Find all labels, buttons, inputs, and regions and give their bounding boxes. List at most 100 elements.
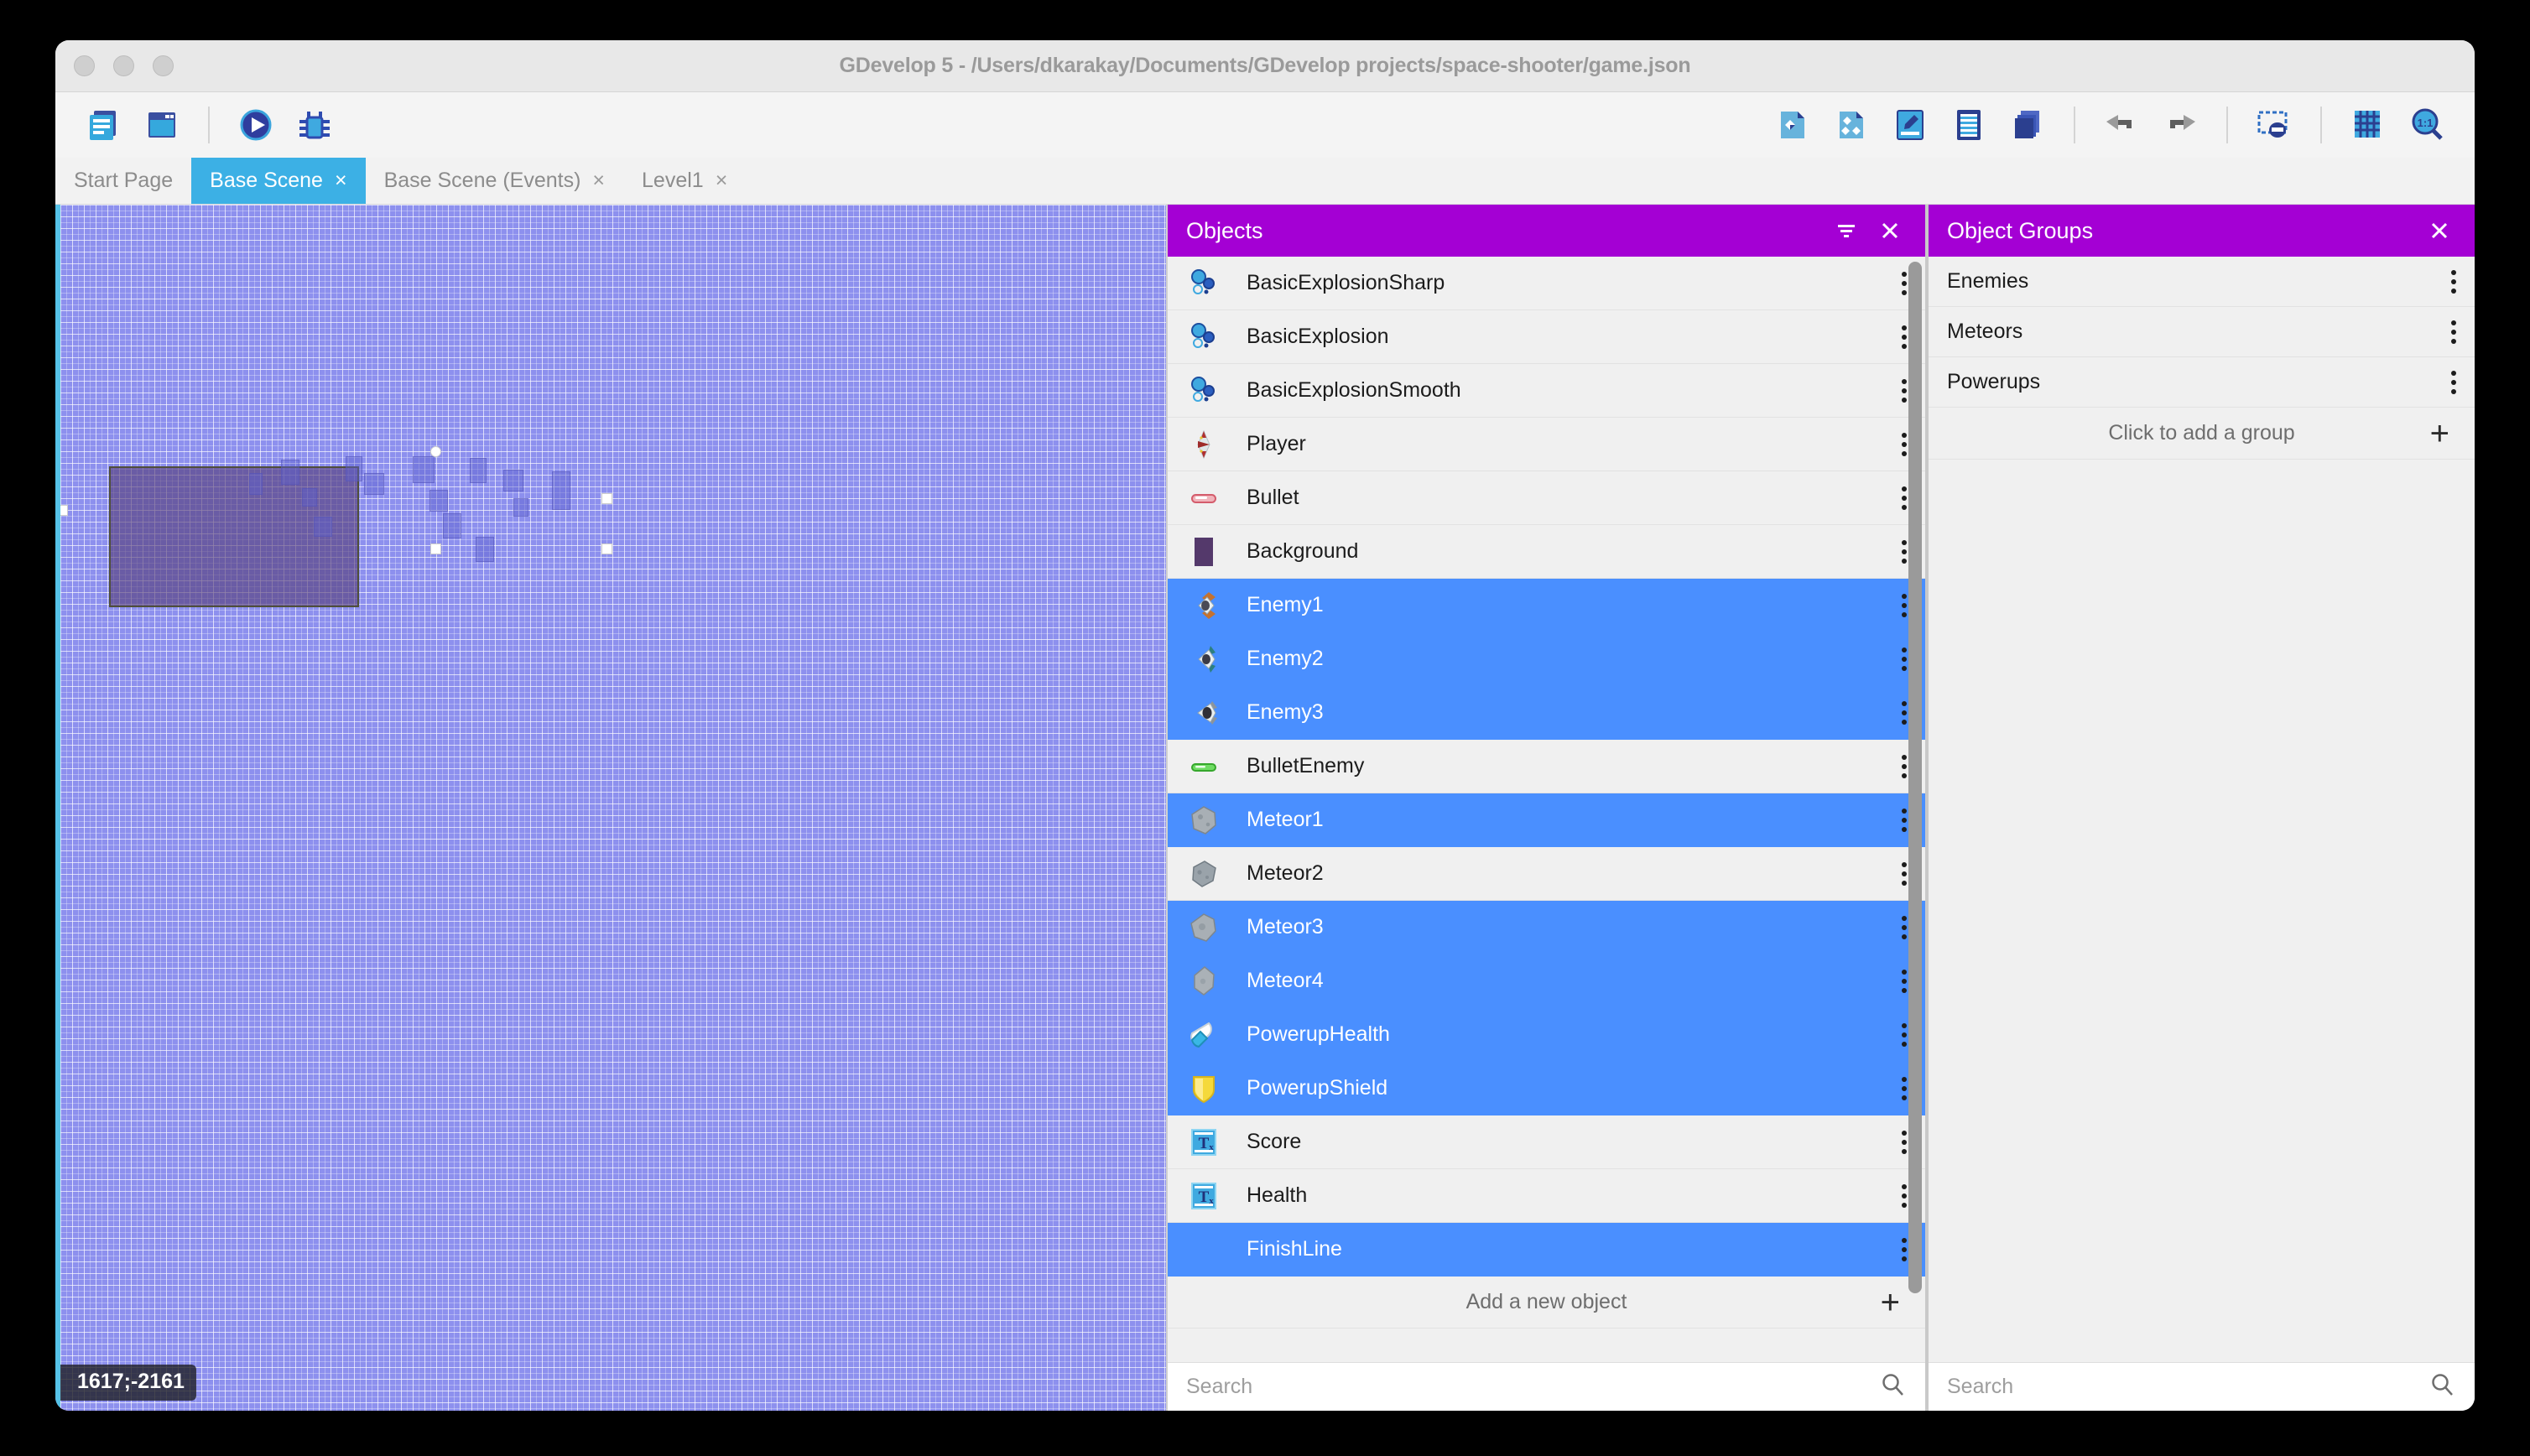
instance[interactable]: [281, 460, 299, 485]
tab-close-icon[interactable]: ×: [592, 169, 606, 192]
object-row-enemy3[interactable]: Enemy3: [1168, 686, 1925, 740]
instance[interactable]: [364, 473, 384, 495]
object-row-basicexplosion[interactable]: BasicExplosion: [1168, 310, 1925, 364]
instance[interactable]: [443, 513, 461, 538]
object-row-powerupshield[interactable]: PowerupShield: [1168, 1062, 1925, 1115]
add-object-icon[interactable]: [1767, 101, 1819, 149]
object-menu-icon[interactable]: [1883, 471, 1925, 525]
plus-icon[interactable]: +: [2429, 414, 2449, 452]
object-menu-icon[interactable]: [1883, 686, 1925, 740]
object-menu-icon[interactable]: [1883, 847, 1925, 901]
selection-handle[interactable]: [60, 505, 68, 516]
tab-level1[interactable]: Level1 ×: [623, 158, 747, 204]
objects-list[interactable]: BasicExplosionSharp BasicExplosion: [1168, 257, 1925, 1362]
object-menu-icon[interactable]: [1883, 793, 1925, 847]
group-row-powerups[interactable]: Powerups: [1929, 357, 2475, 408]
object-menu-icon[interactable]: [1883, 418, 1925, 471]
object-row-health[interactable]: T x Health: [1168, 1169, 1925, 1223]
object-row-basicexplosionsharp[interactable]: BasicExplosionSharp: [1168, 257, 1925, 310]
group-row-meteors[interactable]: Meteors: [1929, 307, 2475, 357]
edit-scene-properties-icon[interactable]: [1884, 101, 1936, 149]
objects-search-bar[interactable]: [1168, 1362, 1925, 1411]
redo-icon[interactable]: [2154, 101, 2206, 149]
tab-close-icon[interactable]: ×: [334, 169, 347, 192]
object-menu-icon[interactable]: [1883, 1062, 1925, 1115]
search-input[interactable]: [1186, 1375, 1878, 1399]
zoom-one-to-one-icon[interactable]: 1:1: [2401, 101, 2453, 149]
grid-icon[interactable]: [2342, 101, 2394, 149]
instance[interactable]: [470, 458, 487, 483]
debug-icon[interactable]: [289, 101, 341, 149]
layers-icon[interactable]: [2002, 101, 2054, 149]
search-icon[interactable]: [2428, 1370, 2456, 1403]
window-mask-icon[interactable]: [2248, 101, 2300, 149]
object-row-player[interactable]: Player: [1168, 418, 1925, 471]
object-row-enemy2[interactable]: Enemy2: [1168, 632, 1925, 686]
instance[interactable]: [552, 471, 570, 510]
tab-close-icon[interactable]: ×: [715, 169, 728, 192]
instance[interactable]: [413, 456, 435, 483]
tab-base-scene-events[interactable]: Base Scene (Events) ×: [365, 158, 624, 204]
close-window-button[interactable]: [74, 55, 95, 76]
instance[interactable]: [302, 488, 317, 507]
preview-play-icon[interactable]: [230, 101, 282, 149]
object-menu-icon[interactable]: [1883, 740, 1925, 793]
instances-list-icon[interactable]: [1943, 101, 1995, 149]
instance[interactable]: [503, 470, 523, 491]
object-row-finishline[interactable]: FinishLine: [1168, 1223, 1925, 1277]
instance[interactable]: [346, 456, 362, 481]
groups-search-bar[interactable]: [1929, 1362, 2475, 1411]
object-row-bulletenemy[interactable]: BulletEnemy: [1168, 740, 1925, 793]
object-menu-icon[interactable]: [1883, 901, 1925, 954]
undo-icon[interactable]: [2095, 101, 2147, 149]
object-menu-icon[interactable]: [1883, 257, 1925, 310]
search-icon[interactable]: [1878, 1370, 1907, 1403]
object-menu-icon[interactable]: [1883, 1169, 1925, 1223]
tab-start-page[interactable]: Start Page: [55, 158, 192, 204]
object-menu-icon[interactable]: [1883, 1115, 1925, 1169]
group-menu-icon[interactable]: [2433, 257, 2475, 309]
object-row-bullet[interactable]: Bullet: [1168, 471, 1925, 525]
object-menu-icon[interactable]: [1883, 579, 1925, 632]
object-row-background[interactable]: Background: [1168, 525, 1925, 579]
instance[interactable]: [249, 473, 263, 495]
search-input[interactable]: [1947, 1375, 2428, 1399]
selection-handle[interactable]: [601, 493, 612, 504]
open-project-icon[interactable]: [136, 101, 188, 149]
close-icon[interactable]: [1873, 214, 1907, 247]
groups-list[interactable]: Enemies Meteors Powerups Click to add a …: [1929, 257, 2475, 1362]
close-icon[interactable]: [2423, 214, 2456, 247]
object-row-meteor2[interactable]: Meteor2: [1168, 847, 1925, 901]
object-row-meteor4[interactable]: Meteor4: [1168, 954, 1925, 1008]
instance[interactable]: [476, 537, 494, 562]
instance[interactable]: [429, 490, 448, 512]
tab-base-scene[interactable]: Base Scene ×: [191, 158, 366, 204]
object-row-meteor1[interactable]: Meteor1: [1168, 793, 1925, 847]
instance-background[interactable]: [109, 466, 359, 607]
add-new-object-button[interactable]: Add a new object +: [1168, 1277, 1925, 1329]
instance[interactable]: [513, 498, 528, 517]
object-menu-icon[interactable]: [1883, 1223, 1925, 1277]
minimize-window-button[interactable]: [113, 55, 134, 76]
selection-handle[interactable]: [430, 446, 441, 457]
object-menu-icon[interactable]: [1883, 364, 1925, 418]
object-menu-icon[interactable]: [1883, 310, 1925, 364]
scene-canvas[interactable]: 1617;-2161: [55, 205, 1166, 1411]
object-menu-icon[interactable]: [1883, 1008, 1925, 1062]
zoom-window-button[interactable]: [153, 55, 174, 76]
instance[interactable]: [314, 517, 332, 537]
object-menu-icon[interactable]: [1883, 525, 1925, 579]
group-menu-icon[interactable]: [2433, 305, 2475, 359]
object-row-poweruphealth[interactable]: PowerupHealth: [1168, 1008, 1925, 1062]
add-group-button[interactable]: Click to add a group +: [1929, 408, 2475, 460]
object-row-enemy1[interactable]: Enemy1: [1168, 579, 1925, 632]
group-row-enemies[interactable]: Enemies: [1929, 257, 2475, 307]
object-menu-icon[interactable]: [1883, 632, 1925, 686]
object-row-meteor3[interactable]: Meteor3: [1168, 901, 1925, 954]
add-object-group-icon[interactable]: [1825, 101, 1877, 149]
group-menu-icon[interactable]: [2433, 356, 2475, 409]
object-menu-icon[interactable]: [1883, 954, 1925, 1008]
selection-handle[interactable]: [601, 543, 612, 554]
plus-icon[interactable]: +: [1880, 1283, 1900, 1321]
filter-icon[interactable]: [1830, 214, 1863, 247]
